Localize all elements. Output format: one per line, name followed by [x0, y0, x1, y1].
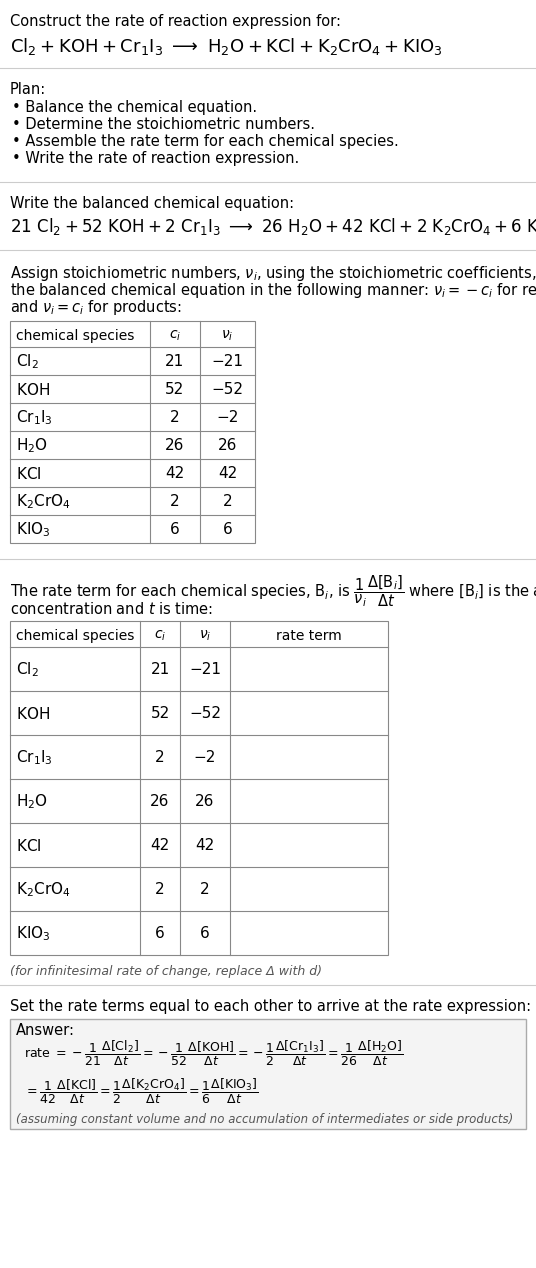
Text: $\mathrm{H_2O}$: $\mathrm{H_2O}$	[16, 792, 48, 812]
Text: and $\nu_i = c_i$ for products:: and $\nu_i = c_i$ for products:	[10, 298, 182, 317]
Text: $= \dfrac{1}{42}\dfrac{\Delta[\mathrm{KCl}]}{\Delta t} = \dfrac{1}{2}\dfrac{\Del: $= \dfrac{1}{42}\dfrac{\Delta[\mathrm{KC…	[24, 1077, 259, 1106]
Text: 52: 52	[151, 706, 169, 721]
Text: $\mathrm{KCl}$: $\mathrm{KCl}$	[16, 838, 41, 855]
Text: Answer:: Answer:	[16, 1023, 75, 1038]
Text: 6: 6	[155, 927, 165, 942]
Text: Plan:: Plan:	[10, 82, 46, 96]
Text: $\mathrm{K_2CrO_4}$: $\mathrm{K_2CrO_4}$	[16, 493, 71, 511]
Text: $\mathrm{K_2CrO_4}$: $\mathrm{K_2CrO_4}$	[16, 881, 71, 899]
Text: 42: 42	[166, 467, 184, 482]
Text: $\mathrm{KIO_3}$: $\mathrm{KIO_3}$	[16, 924, 50, 943]
Text: 42: 42	[151, 838, 169, 853]
Text: concentration and $t$ is time:: concentration and $t$ is time:	[10, 601, 213, 618]
Text: $\mathrm{21\ Cl_2 + 52\ KOH + 2\ Cr_1I_3\ \longrightarrow\ 26\ H_2O + 42\ KCl + : $\mathrm{21\ Cl_2 + 52\ KOH + 2\ Cr_1I_3…	[10, 216, 536, 237]
Text: 6: 6	[200, 927, 210, 942]
Text: −52: −52	[212, 383, 243, 397]
Text: 6: 6	[170, 522, 180, 538]
Text: 2: 2	[155, 883, 165, 898]
Text: 42: 42	[196, 838, 214, 853]
Text: $c_i$: $c_i$	[154, 629, 166, 643]
Text: 6: 6	[222, 522, 233, 538]
Text: 26: 26	[150, 795, 170, 809]
Text: 52: 52	[166, 383, 184, 397]
Text: 21: 21	[166, 355, 184, 369]
Text: 21: 21	[151, 662, 169, 677]
Text: • Assemble the rate term for each chemical species.: • Assemble the rate term for each chemic…	[12, 134, 399, 150]
Text: chemical species: chemical species	[16, 328, 135, 344]
Text: 26: 26	[165, 439, 185, 454]
Text: 2: 2	[222, 495, 232, 510]
Bar	[10, 621, 388, 955]
Text: Construct the rate of reaction expression for:: Construct the rate of reaction expressio…	[10, 14, 341, 29]
Text: $\mathrm{Cr_1I_3}$: $\mathrm{Cr_1I_3}$	[16, 408, 53, 427]
Text: 26: 26	[218, 439, 237, 454]
Text: −2: −2	[194, 751, 216, 766]
Text: • Write the rate of reaction expression.: • Write the rate of reaction expression.	[12, 151, 299, 166]
Text: • Determine the stoichiometric numbers.: • Determine the stoichiometric numbers.	[12, 117, 315, 132]
Text: 2: 2	[170, 411, 180, 426]
Text: the balanced chemical equation in the following manner: $\nu_i = -c_i$ for react: the balanced chemical equation in the fo…	[10, 281, 536, 301]
Text: (for infinitesimal rate of change, replace Δ with d): (for infinitesimal rate of change, repla…	[10, 965, 322, 978]
Text: $\mathrm{Cl_2}$: $\mathrm{Cl_2}$	[16, 353, 39, 372]
Text: Assign stoichiometric numbers, $\nu_i$, using the stoichiometric coefficients, $: Assign stoichiometric numbers, $\nu_i$, …	[10, 264, 536, 283]
Text: rate $= -\dfrac{1}{21}\dfrac{\Delta[\mathrm{Cl_2}]}{\Delta t} = -\dfrac{1}{52}\d: rate $= -\dfrac{1}{21}\dfrac{\Delta[\mat…	[24, 1038, 403, 1068]
Text: Write the balanced chemical equation:: Write the balanced chemical equation:	[10, 197, 294, 210]
Bar	[10, 321, 255, 543]
Text: $\mathrm{KIO_3}$: $\mathrm{KIO_3}$	[16, 521, 50, 539]
Text: chemical species: chemical species	[16, 629, 135, 643]
Text: $\mathrm{KOH}$: $\mathrm{KOH}$	[16, 382, 50, 398]
Text: The rate term for each chemical species, $\mathrm{B}_i$, is $\dfrac{1}{\nu_i}\df: The rate term for each chemical species,…	[10, 573, 536, 609]
Text: $c_i$: $c_i$	[169, 328, 181, 344]
Text: $\mathrm{KCl}$: $\mathrm{KCl}$	[16, 467, 41, 482]
Text: −21: −21	[212, 355, 243, 369]
Text: $\mathrm{KOH}$: $\mathrm{KOH}$	[16, 706, 50, 721]
Text: 2: 2	[170, 495, 180, 510]
Bar	[10, 1019, 526, 1129]
Text: • Balance the chemical equation.: • Balance the chemical equation.	[12, 100, 257, 115]
Text: 26: 26	[195, 795, 215, 809]
Text: $\nu_i$: $\nu_i$	[199, 629, 211, 643]
Text: $\mathrm{Cl_2 + KOH + Cr_1I_3\ \longrightarrow\ H_2O + KCl + K_2CrO_4 + KIO_3}$: $\mathrm{Cl_2 + KOH + Cr_1I_3\ \longrigh…	[10, 36, 443, 57]
Text: (assuming constant volume and no accumulation of intermediates or side products): (assuming constant volume and no accumul…	[16, 1113, 513, 1126]
Text: $\nu_i$: $\nu_i$	[221, 328, 234, 344]
Text: 42: 42	[218, 467, 237, 482]
Text: 2: 2	[200, 883, 210, 898]
Text: 2: 2	[155, 751, 165, 766]
Text: rate term: rate term	[276, 629, 342, 643]
Text: $\mathrm{Cl_2}$: $\mathrm{Cl_2}$	[16, 661, 39, 680]
Text: −52: −52	[189, 706, 221, 721]
Text: −2: −2	[217, 411, 239, 426]
Text: −21: −21	[189, 662, 221, 677]
Text: Set the rate terms equal to each other to arrive at the rate expression:: Set the rate terms equal to each other t…	[10, 999, 531, 1014]
Text: $\mathrm{Cr_1I_3}$: $\mathrm{Cr_1I_3}$	[16, 748, 53, 767]
Text: $\mathrm{H_2O}$: $\mathrm{H_2O}$	[16, 436, 48, 455]
